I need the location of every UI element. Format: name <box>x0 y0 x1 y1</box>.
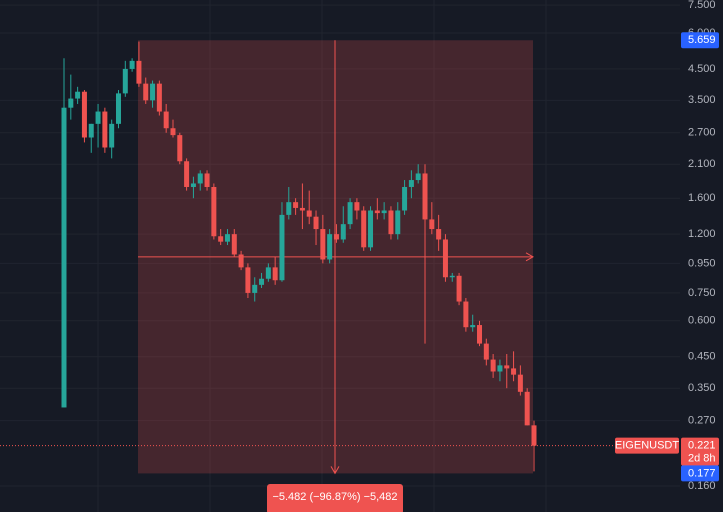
candle-body <box>361 210 367 248</box>
candle-body <box>340 224 346 240</box>
candle-body <box>95 111 101 124</box>
candle-body <box>272 267 278 281</box>
candle-body <box>115 93 121 124</box>
countdown: 2d 8h <box>688 453 716 465</box>
candle-body <box>211 186 217 237</box>
candle-body <box>347 202 353 225</box>
y-tick-label: 7.500 <box>688 0 716 11</box>
candle-body <box>177 135 183 162</box>
candle-body <box>231 234 237 255</box>
candle-body <box>299 207 305 211</box>
candle-body <box>245 267 251 293</box>
y-tick-label: 3.500 <box>688 94 716 106</box>
candle-body <box>218 236 224 242</box>
candle-body <box>150 83 156 101</box>
candle-body <box>286 202 292 215</box>
candle-body <box>517 374 523 392</box>
measure-label: −5.482 (−96.87%) −5,482 <box>272 491 397 503</box>
candle-body <box>61 107 67 408</box>
y-tick-label: 0.160 <box>688 480 716 492</box>
candle-body <box>395 210 401 235</box>
candle-body <box>293 202 299 208</box>
candle-body <box>327 234 333 260</box>
candle-body <box>204 173 210 187</box>
candle-body <box>238 254 244 268</box>
candle-body <box>463 301 469 328</box>
candle-body <box>354 202 360 211</box>
y-tick-label: 0.950 <box>688 257 716 269</box>
candle-body <box>252 284 258 293</box>
last-price-box <box>681 437 719 466</box>
candle-body <box>279 214 285 281</box>
candle-body <box>320 229 326 260</box>
candle-body <box>497 365 503 372</box>
candle-body <box>449 275 455 278</box>
candle-body <box>184 161 190 187</box>
candle-body <box>374 210 380 214</box>
candle-body <box>333 234 339 240</box>
candle-body <box>477 325 483 344</box>
to-price-box <box>681 465 719 482</box>
candle-body <box>259 278 265 285</box>
candle-body <box>224 234 230 242</box>
symbol-box <box>615 437 679 454</box>
candle-body <box>470 325 476 328</box>
candle-body <box>504 365 510 369</box>
candle-body <box>81 91 87 138</box>
y-tick-label: 0.350 <box>688 382 716 394</box>
candle-body <box>511 368 517 375</box>
candle-body <box>415 173 421 181</box>
from-price-label: 5.659 <box>688 34 716 46</box>
candle-body <box>422 173 428 220</box>
candle-body <box>190 183 196 187</box>
candle-body <box>68 98 74 108</box>
y-tick-label: 1.200 <box>688 228 716 240</box>
y-tick-label: 2.100 <box>688 158 716 170</box>
y-tick-label: 4.500 <box>688 63 716 75</box>
candle-body <box>531 425 537 446</box>
candle-body <box>429 219 435 230</box>
measure-v-arrow <box>330 466 340 475</box>
candle-body <box>381 210 387 214</box>
to-price-label: 0.177 <box>688 467 716 479</box>
candle-body <box>483 343 489 360</box>
y-tick-label: 0.450 <box>688 351 716 363</box>
candle-body <box>402 186 408 211</box>
measure-h-arrow <box>525 252 535 262</box>
candle-body <box>143 83 149 101</box>
candle-body <box>306 210 312 217</box>
candle-body <box>102 111 108 148</box>
candle-body <box>109 123 115 148</box>
candle-body <box>136 60 142 84</box>
from-price-box <box>681 32 719 49</box>
y-tick-label: 0.600 <box>688 315 716 327</box>
candle-body <box>490 359 496 372</box>
candle-body <box>313 216 319 230</box>
candle-body <box>408 180 414 187</box>
candle-body <box>368 210 374 248</box>
candle-body <box>456 275 462 302</box>
measure-label-box <box>267 484 403 512</box>
candle-body <box>197 173 203 184</box>
candle-body <box>436 229 442 240</box>
y-tick-label: 1.600 <box>688 192 716 204</box>
symbol-label: EIGENUSDT <box>615 440 679 452</box>
y-tick-label: 2.700 <box>688 127 716 139</box>
candle-body <box>129 60 135 69</box>
candle-body <box>524 391 530 426</box>
y-tick-label: 0.270 <box>688 415 716 427</box>
last-price-label: 0.221 <box>688 440 716 452</box>
candle-body <box>88 123 94 138</box>
candle-body <box>265 267 271 279</box>
candle-body <box>156 83 162 112</box>
y-tick-label: 0.750 <box>688 287 716 299</box>
candle-body <box>388 210 394 235</box>
candle-body <box>122 68 128 94</box>
candle-body <box>163 111 169 129</box>
candle-body <box>170 128 176 136</box>
candle-body <box>75 91 81 99</box>
candle-body <box>442 239 448 278</box>
